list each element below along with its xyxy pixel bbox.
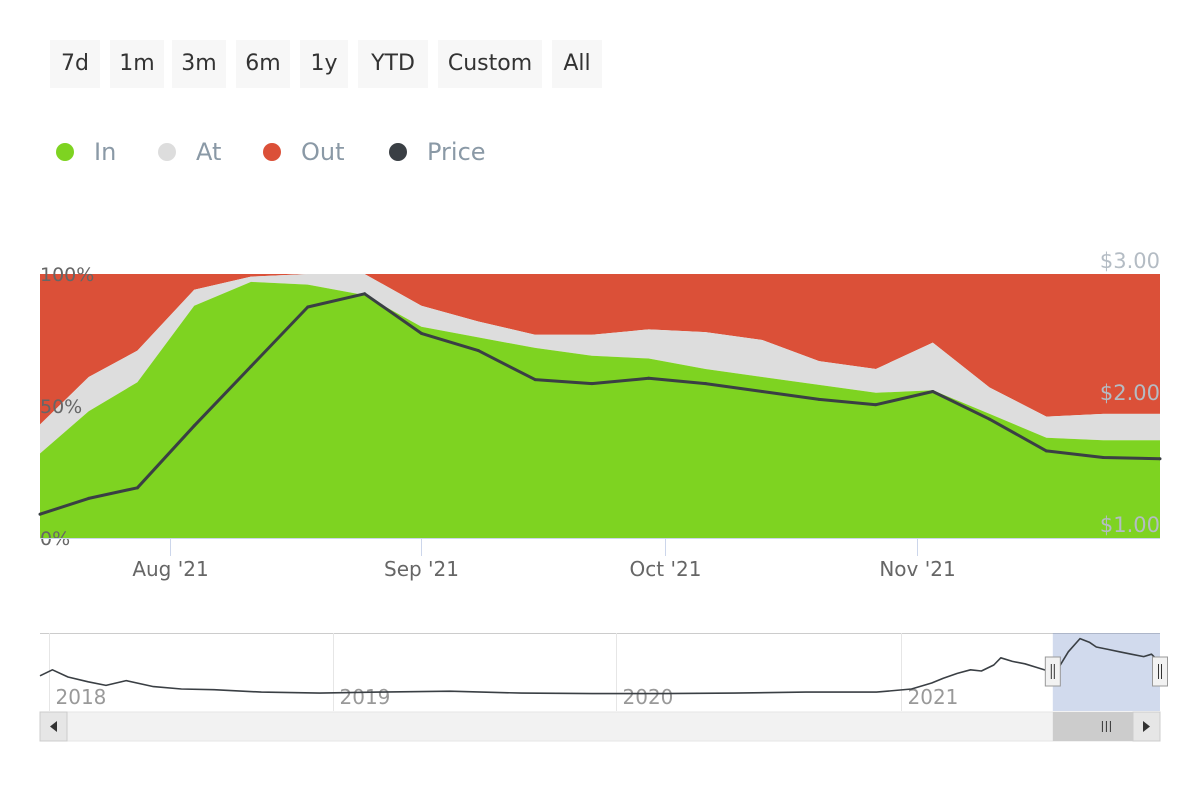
legend-label-price: Price — [427, 138, 486, 166]
price-point — [988, 417, 992, 421]
y-axis-right-tick-label: $1.00 — [1100, 513, 1160, 537]
legend-item-price[interactable]: Price — [389, 132, 486, 172]
navigator-year-label: 2018 — [56, 685, 107, 709]
range-button-3m[interactable]: 3m — [172, 40, 226, 88]
navigator-series-line — [39, 637, 1161, 695]
arrow-left-icon — [50, 721, 57, 732]
price-point — [306, 305, 310, 309]
legend-swatch-price — [389, 143, 407, 161]
legend-item-in[interactable]: In — [56, 132, 116, 172]
price-point — [704, 382, 708, 386]
scrollbar-right-button[interactable] — [1132, 711, 1161, 742]
range-button-custom[interactable]: Custom — [438, 40, 542, 88]
x-axis-tick-label: Sep '21 — [384, 557, 459, 581]
series-area-out — [40, 274, 1160, 425]
scrollbar-left-button[interactable] — [39, 711, 68, 742]
arrow-right-icon — [1143, 721, 1150, 732]
legend-swatch-at — [158, 143, 176, 161]
legend-label-at: At — [196, 138, 222, 166]
price-point — [87, 496, 91, 500]
price-point — [647, 376, 651, 380]
range-button-all[interactable]: All — [552, 40, 602, 88]
navigator-year-label: 2020 — [623, 685, 674, 709]
handle-body — [1152, 656, 1168, 687]
navigator-handle-left[interactable] — [1044, 656, 1061, 687]
series-area-in — [40, 281, 1160, 538]
price-point — [1158, 457, 1162, 461]
range-button-6m[interactable]: 6m — [236, 40, 290, 88]
price-point — [590, 382, 594, 386]
price-point — [817, 397, 821, 401]
range-button-1y[interactable]: 1y — [300, 40, 348, 88]
legend-swatch-in — [56, 143, 74, 161]
y-axis-left-tick-label: 100% — [40, 264, 94, 286]
legend-item-at[interactable]: At — [158, 132, 221, 172]
y-axis-left-tick-label: 50% — [40, 396, 82, 418]
price-point — [533, 378, 537, 382]
x-axis-tick-label: Oct '21 — [630, 557, 702, 581]
y-axis-right-tick-label: $3.00 — [1100, 249, 1160, 273]
handle-body — [1044, 656, 1061, 687]
range-button-7d[interactable]: 7d — [50, 40, 100, 88]
price-point — [476, 349, 480, 353]
price-point — [135, 486, 139, 490]
navigator-selected-range — [1052, 633, 1160, 711]
range-button-1m[interactable]: 1m — [110, 40, 164, 88]
navigator-year-label: 2019 — [340, 685, 391, 709]
price-point — [363, 292, 367, 296]
price-point — [38, 512, 42, 516]
legend-label-in: In — [94, 138, 117, 166]
price-point — [1101, 455, 1105, 459]
legend-label-out: Out — [301, 138, 345, 166]
navigator-year-label: 2021 — [908, 685, 959, 709]
price-point — [1044, 449, 1048, 453]
legend-swatch-out — [263, 143, 281, 161]
scrollbar-track[interactable] — [39, 711, 1161, 742]
navigator-handle-right[interactable] — [1152, 656, 1168, 687]
range-button-ytd[interactable]: YTD — [358, 40, 428, 88]
x-axis-tick-label: Nov '21 — [879, 557, 955, 581]
price-point — [419, 331, 423, 335]
navigator: 2018 2019 2020 2021 — [39, 633, 1168, 742]
legend-item-out[interactable]: Out — [263, 132, 345, 172]
y-axis-right-tick-label: $2.00 — [1100, 381, 1160, 405]
price-point — [192, 424, 196, 428]
series-area-at — [40, 274, 1160, 454]
price-point — [249, 364, 253, 368]
price-point — [931, 389, 935, 393]
x-axis-tick-label: Aug '21 — [132, 557, 208, 581]
price-point — [760, 389, 764, 393]
price-point — [874, 403, 878, 407]
